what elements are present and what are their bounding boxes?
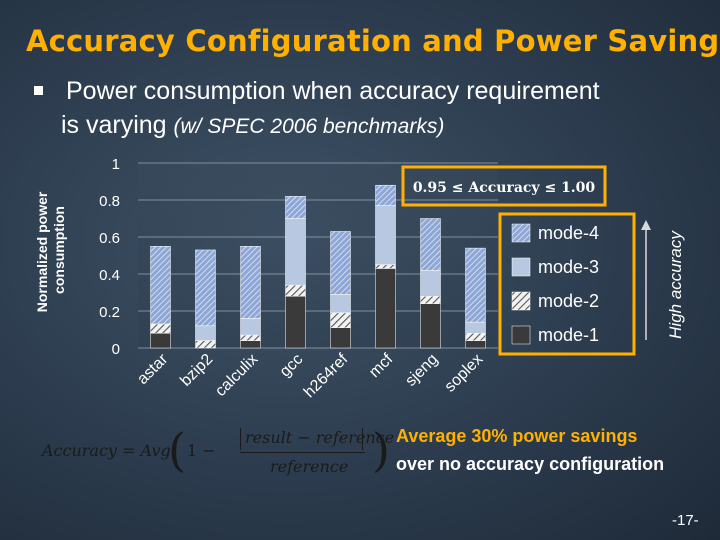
x-tick-label: h264ref — [301, 350, 352, 401]
x-tick-label: soplex — [442, 351, 487, 396]
formula-fraction-bar — [240, 452, 365, 453]
formula-numerator: result − reference — [245, 428, 395, 447]
bar-soplex-mode-1 — [465, 340, 486, 349]
formula-denominator: reference — [270, 457, 349, 476]
accuracy-formula: Accuracy = Avg ( 1 − result − reference … — [42, 423, 394, 480]
y-axis-label-line-1: Normalized power — [34, 191, 50, 312]
slide-title: Accuracy Configuration and Power Saving — [26, 24, 720, 58]
bar-astar-mode-4 — [150, 246, 171, 325]
formula-abs-right — [362, 428, 363, 450]
accuracy-range-box — [401, 165, 607, 207]
bar-h264ref-mode-4 — [330, 231, 351, 295]
bar-bzip2-mode-4 — [195, 249, 216, 327]
x-tick-label: astar — [134, 350, 172, 388]
bar-calculix-mode-3 — [240, 318, 261, 336]
bar-astar-mode-1 — [150, 332, 171, 349]
legend-box — [498, 212, 636, 356]
bar-astar-mode-2 — [150, 323, 171, 334]
y-tick-label: 0.2 — [99, 304, 120, 321]
bar-sjeng-mode-2 — [420, 295, 441, 304]
bar-bzip2-mode-3 — [195, 325, 216, 341]
y-axis-label-line-2: consumption — [51, 206, 67, 294]
bar-mcf-mode-2 — [375, 264, 396, 269]
bar-h264ref-mode-1 — [330, 327, 351, 349]
formula-abs-left — [240, 428, 241, 450]
bar-h264ref-mode-2 — [330, 312, 351, 328]
legend-label-mode-2: mode-2 — [538, 291, 599, 311]
formula-lhs: Accuracy = Avg — [42, 441, 171, 460]
bar-h264ref-mode-3 — [330, 294, 351, 314]
savings-subtext: over no accuracy configuration — [396, 454, 665, 474]
y-tick-label: 0.8 — [99, 193, 120, 210]
arrow-head-icon — [641, 220, 651, 230]
bar-calculix-mode-2 — [240, 334, 261, 341]
x-tick-label: bzip2 — [177, 351, 216, 390]
bar-calculix-mode-1 — [240, 340, 261, 349]
bullet-text: Power consumption when accuracy requirem… — [61, 74, 716, 144]
bullet-line-2: is varying — [61, 111, 167, 139]
bullet-line-2-wrap: is varying (w/ SPEC 2006 benchmarks) — [61, 108, 716, 144]
y-tick-labels: 0 0.2 0.4 0.6 0.8 1 — [99, 156, 120, 358]
page-number: -17- — [672, 512, 699, 529]
formula-paren-left: ( — [168, 423, 186, 477]
legend-label-mode-4: mode-4 — [538, 223, 599, 243]
y-tick-label: 0 — [112, 341, 120, 358]
legend-swatch-mode-2 — [511, 291, 531, 311]
formula-paren-right: ) — [372, 423, 390, 477]
bar-calculix-mode-4 — [240, 246, 261, 319]
bar-sjeng-mode-3 — [420, 270, 441, 297]
bar-soplex-mode-3 — [465, 321, 486, 334]
legend-swatch-mode-4 — [511, 223, 531, 243]
bar-soplex-mode-4 — [465, 247, 486, 323]
high-accuracy-label: High accuracy — [666, 230, 685, 339]
bullet-note: (w/ SPEC 2006 benchmarks) — [173, 115, 445, 138]
bar-gcc-mode-1 — [285, 295, 306, 349]
bars — [150, 184, 486, 349]
bullet-line-1: Power consumption when accuracy requirem… — [66, 77, 600, 105]
accuracy-range-text: 0.95 ≤ Accuracy ≤ 1.00 — [413, 180, 596, 196]
legend: mode-4 mode-3 mode-2 mode-1 — [511, 223, 599, 345]
y-tick-label: 0.6 — [99, 230, 120, 247]
bar-mcf-mode-4 — [375, 184, 396, 206]
legend-swatch-mode-3 — [511, 257, 531, 277]
savings-headline: Average 30% power savings — [396, 426, 638, 446]
legend-swatch-mode-1 — [511, 325, 531, 345]
bar-gcc-mode-3 — [285, 218, 306, 286]
bar-sjeng-mode-1 — [420, 303, 441, 349]
formula-one-minus: 1 − — [187, 441, 216, 460]
square-bullet-icon — [34, 86, 43, 95]
bar-bzip2-mode-2 — [195, 340, 216, 349]
x-tick-label: mcf — [366, 350, 397, 381]
bar-sjeng-mode-4 — [420, 218, 441, 271]
bar-soplex-mode-2 — [465, 332, 486, 341]
y-axis-label: Normalized power consumption — [34, 188, 67, 312]
bar-mcf-mode-1 — [375, 268, 396, 349]
x-tick-label: calculix — [212, 351, 261, 400]
bar-gcc-mode-4 — [285, 196, 306, 219]
bar-gcc-mode-2 — [285, 284, 306, 297]
legend-label-mode-1: mode-1 — [538, 325, 599, 345]
bar-mcf-mode-3 — [375, 205, 396, 266]
y-tick-label: 1 — [112, 156, 120, 173]
y-tick-label: 0.4 — [99, 267, 120, 284]
legend-label-mode-3: mode-3 — [538, 257, 599, 277]
x-tick-label: sjeng — [402, 351, 441, 390]
x-tick-label: gcc — [277, 351, 307, 381]
